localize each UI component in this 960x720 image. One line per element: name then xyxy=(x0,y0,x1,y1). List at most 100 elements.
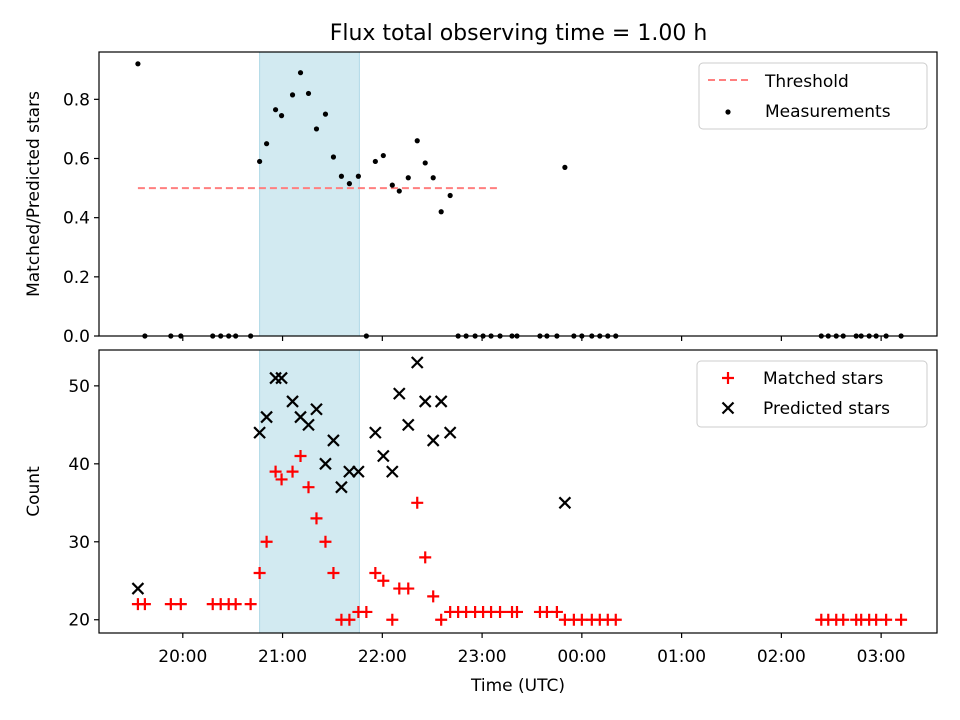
y-axis-label: Count xyxy=(24,466,44,517)
predicted-star-point xyxy=(275,371,288,385)
measurement-point xyxy=(338,173,345,179)
measurement-point xyxy=(355,173,361,179)
matched-star-point xyxy=(244,598,257,611)
predicted-star-point xyxy=(426,434,440,447)
matched-star-point xyxy=(286,465,299,478)
x-tick-label: 00:00 xyxy=(557,647,606,667)
y-tick-label: 0.4 xyxy=(63,209,90,229)
matched-star-point xyxy=(427,590,440,603)
matched-star-point xyxy=(229,598,242,611)
matched-star-point xyxy=(895,613,908,626)
x-axis-label: Time (UTC) xyxy=(470,676,565,696)
predicted-star-point xyxy=(131,582,145,595)
matched-star-point xyxy=(360,605,373,618)
y-tick-label: 0.2 xyxy=(63,268,90,288)
chart-title: Flux total observing time = 1.00 h xyxy=(330,21,708,46)
x-tick-label: 01:00 xyxy=(657,647,706,667)
measurement-point xyxy=(405,175,411,181)
measurement-point xyxy=(396,188,402,194)
measurement-point xyxy=(380,152,386,159)
measurement-point xyxy=(447,192,453,199)
measurement-point xyxy=(264,141,270,147)
legend-predicted-swatch xyxy=(721,401,735,415)
matched-star-point xyxy=(511,605,524,618)
y-tick-label: 20 xyxy=(68,611,90,631)
x-tick-label: 21:00 xyxy=(258,647,307,667)
measurement-point xyxy=(438,209,444,215)
predicted-star-point xyxy=(327,434,340,447)
predicted-star-point xyxy=(369,426,382,439)
measurement-point xyxy=(289,92,296,98)
legend-predicted-label: Predicted stars xyxy=(763,399,890,419)
measurement-point xyxy=(297,70,304,76)
predicted-star-point xyxy=(393,387,406,400)
matched-star-point xyxy=(550,605,563,618)
matched-star-point xyxy=(494,605,507,618)
x-tick-label: 20:00 xyxy=(158,647,207,667)
y-tick-label: 0.6 xyxy=(63,150,90,170)
x-tick-label: 23:00 xyxy=(458,647,507,667)
matched-star-point xyxy=(343,613,356,626)
axes-frame xyxy=(98,349,938,634)
predicted-star-point xyxy=(443,426,457,439)
shaded-interval xyxy=(259,51,360,337)
matched-star-point xyxy=(369,566,382,579)
predicted-star-point xyxy=(558,496,572,510)
legend-measurement-swatch xyxy=(725,109,731,115)
measurement-point xyxy=(414,138,420,144)
predicted-star-point xyxy=(310,402,323,416)
predicted-star-point xyxy=(335,480,348,494)
measurement-point xyxy=(330,154,337,160)
measurement-point xyxy=(346,181,353,187)
matched-star-point xyxy=(837,613,850,626)
measurement-point xyxy=(272,107,279,113)
axes-frame xyxy=(98,51,938,337)
matched-star-point xyxy=(275,473,288,486)
y-tick-label: 40 xyxy=(68,455,90,475)
x-tick-label: 03:00 xyxy=(857,647,906,667)
measurement-point xyxy=(257,158,263,165)
measurement-point xyxy=(278,113,285,119)
measurement-point xyxy=(389,182,395,188)
matched-star-point xyxy=(138,598,151,611)
legend-measurement-label: Measurements xyxy=(765,102,891,122)
y-tick-label: 0.0 xyxy=(63,327,90,347)
predicted-star-point xyxy=(434,395,448,408)
predicted-star-point xyxy=(319,457,332,471)
legend-matched-label: Matched stars xyxy=(763,369,883,389)
predicted-star-point xyxy=(377,449,390,463)
predicted-star-point xyxy=(260,410,273,424)
predicted-star-point xyxy=(302,418,315,432)
predicted-star-point xyxy=(418,395,432,408)
predicted-star-point xyxy=(401,418,415,432)
matched-star-point xyxy=(294,450,307,463)
predicted-star-point xyxy=(386,465,399,478)
y-tick-label: 0.8 xyxy=(63,90,90,110)
predicted-star-point xyxy=(410,356,424,369)
matched-star-point xyxy=(174,598,187,611)
measurement-point xyxy=(562,164,568,170)
legend xyxy=(698,62,928,130)
matched-star-point xyxy=(302,481,315,494)
top-panel: 0.0 0.2 0.4 0.6 0.8 Matched/Predicted stars Th… xyxy=(24,51,938,347)
predicted-star-point xyxy=(286,395,299,408)
matched-star-point xyxy=(419,551,432,564)
legend xyxy=(696,360,928,428)
y-tick-label: 30 xyxy=(68,533,90,553)
measurement-point xyxy=(422,160,428,166)
matched-star-point xyxy=(269,465,282,478)
measurement-point xyxy=(372,158,378,165)
matched-star-point xyxy=(319,535,332,548)
legend-matched-swatch xyxy=(722,372,734,384)
y-tick-label: 50 xyxy=(68,377,90,397)
matched-star-point xyxy=(253,566,266,579)
x-tick-label: 02:00 xyxy=(757,647,806,667)
bottom-panel: 20 30 40 50 Count 20:00 21:00 22:00 23:00 00:00 01… xyxy=(24,349,938,696)
predicted-star-point xyxy=(343,465,356,478)
matched-star-point xyxy=(435,613,448,626)
predicted-star-point xyxy=(352,465,365,478)
y-axis-label: Matched/Predicted stars xyxy=(24,91,44,297)
matched-star-point xyxy=(327,566,340,579)
predicted-star-point xyxy=(253,426,266,439)
